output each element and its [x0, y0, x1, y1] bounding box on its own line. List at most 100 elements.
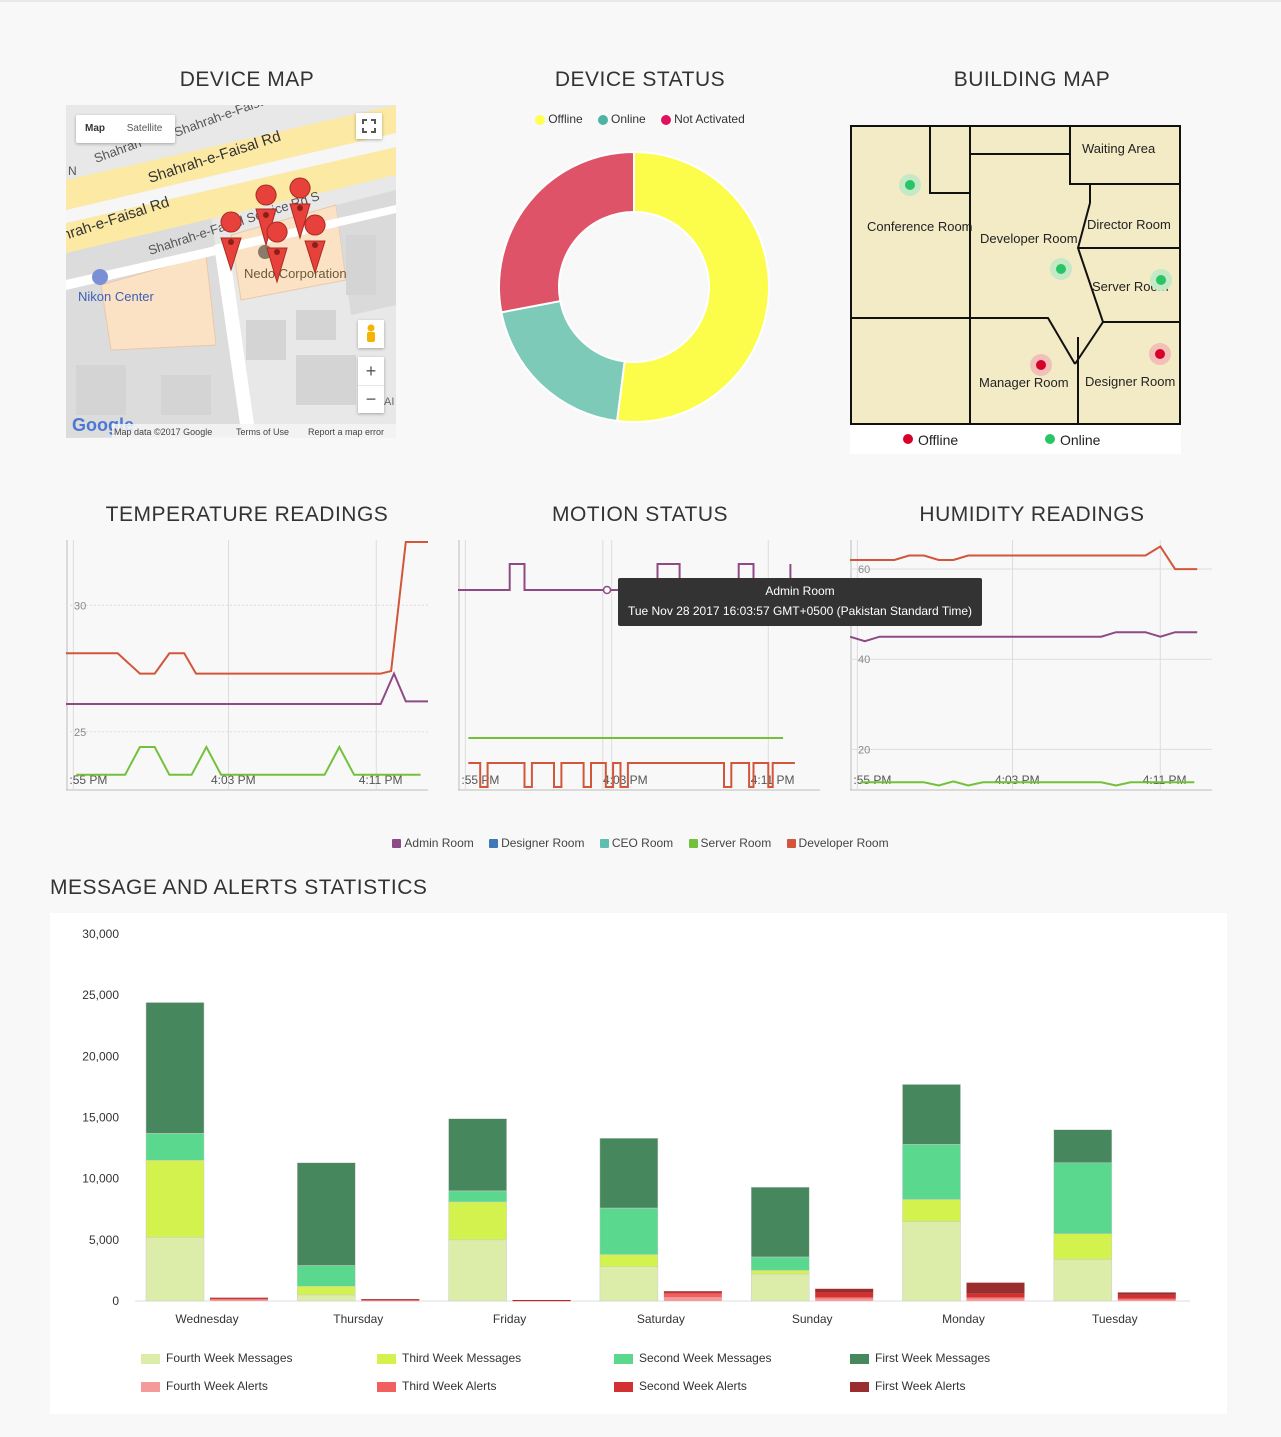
legend-second-week-alerts[interactable]: Second Week Alerts: [614, 1379, 747, 1393]
legend-server-room[interactable]: Server Room: [688, 836, 771, 850]
bar-segment-fourth-week-messages[interactable]: [448, 1239, 507, 1302]
map-marker-icon[interactable]: [304, 214, 326, 275]
bar-segment-fourth-week-alerts[interactable]: [361, 1300, 420, 1302]
legend-ceo-room[interactable]: CEO Room: [599, 836, 673, 850]
bar-segment-first-week-messages[interactable]: [145, 1002, 205, 1134]
bar-segment-second-week-messages[interactable]: [750, 1256, 810, 1271]
legend-admin-room[interactable]: Admin Room: [392, 836, 474, 850]
bar-segment-first-week-messages[interactable]: [1053, 1129, 1113, 1164]
legend-third-week-messages[interactable]: Third Week Messages: [377, 1351, 521, 1365]
bar-segment-fourth-week-alerts[interactable]: [210, 1299, 268, 1301]
bar-segment-fourth-week-alerts[interactable]: [663, 1297, 722, 1301]
series-line-server-room[interactable]: [76, 744, 421, 776]
bar-segment-third-week-alerts[interactable]: [210, 1298, 268, 1300]
legend-second-week-messages[interactable]: Second Week Messages: [614, 1351, 772, 1365]
bar-segment-second-week-messages[interactable]: [902, 1144, 961, 1200]
legend-not-activated[interactable]: Not Activated: [661, 112, 745, 126]
bar-segment-third-week-alerts[interactable]: [815, 1297, 874, 1299]
bar-segment-third-week-alerts[interactable]: [663, 1293, 722, 1298]
bar-segment-first-week-messages[interactable]: [599, 1138, 659, 1209]
bar-segment-second-week-messages[interactable]: [1053, 1162, 1113, 1234]
bar-segment-fourth-week-messages[interactable]: [297, 1294, 356, 1302]
device-map[interactable]: Shahrah Shahrah-e-Faisal Service Rd Shah…: [66, 105, 396, 438]
bar-segment-first-week-alerts[interactable]: [210, 1297, 268, 1299]
bar-segment-second-week-alerts[interactable]: [815, 1292, 874, 1298]
series-line-developer-room[interactable]: [66, 541, 428, 675]
map-canvas[interactable]: Shahrah Shahrah-e-Faisal Service Rd Shah…: [66, 105, 396, 438]
building-map: Conference Room Developer Room Waiting A…: [850, 125, 1181, 454]
legend-online[interactable]: Online: [598, 112, 646, 126]
terms-link[interactable]: Terms of Use: [236, 427, 289, 437]
bar-segment-third-week-messages[interactable]: [145, 1160, 205, 1238]
bar-segment-fourth-week-messages[interactable]: [902, 1221, 961, 1302]
online-sensor-icon[interactable]: [1050, 258, 1072, 280]
bar-segment-second-week-messages[interactable]: [145, 1133, 205, 1161]
bar-segment-third-week-alerts[interactable]: [966, 1297, 1025, 1299]
legend-offline[interactable]: Offline: [535, 112, 583, 126]
legend-first-week-messages[interactable]: First Week Messages: [850, 1351, 990, 1365]
legend-fourth-week-alerts[interactable]: Fourth Week Alerts: [141, 1379, 268, 1393]
bar-segment-second-week-alerts[interactable]: [1117, 1294, 1176, 1299]
map-type-toggle[interactable]: Map Satellite: [76, 115, 175, 143]
legend-designer-room[interactable]: Designer Room: [489, 836, 584, 850]
bar-segment-first-week-alerts[interactable]: [966, 1282, 1025, 1294]
map-marker-icon[interactable]: [255, 184, 277, 247]
bar-segment-fourth-week-messages[interactable]: [1053, 1259, 1113, 1302]
fullscreen-button[interactable]: [356, 113, 382, 139]
donut-slice-not-activated[interactable]: [498, 150, 635, 314]
map-marker-icon[interactable]: [220, 211, 242, 272]
street-view-button[interactable]: [358, 320, 384, 348]
bar-segment-first-week-messages[interactable]: [902, 1084, 961, 1145]
offline-sensor-icon[interactable]: [1149, 343, 1171, 365]
map-marker-icon[interactable]: [289, 177, 311, 240]
legend-third-week-alerts[interactable]: Third Week Alerts: [377, 1379, 496, 1393]
donut-slice-offline[interactable]: [615, 150, 770, 423]
x-tick-label: 4:11 PM: [1143, 773, 1187, 787]
bar-segment-third-week-messages[interactable]: [750, 1270, 810, 1275]
bar-segment-first-week-alerts[interactable]: [815, 1288, 874, 1293]
zoom-in-button[interactable]: +: [365, 361, 377, 381]
bar-segment-third-week-messages[interactable]: [448, 1201, 507, 1241]
series-line-developer-room[interactable]: [850, 545, 1198, 571]
bar-segment-fourth-week-messages[interactable]: [599, 1266, 659, 1302]
bar-segment-first-week-alerts[interactable]: [512, 1300, 571, 1301]
bar-segment-third-week-messages[interactable]: [297, 1286, 356, 1296]
report-error-link[interactable]: Report a map error: [308, 427, 384, 437]
series-line-admin-room[interactable]: [66, 671, 428, 705]
bar-segment-second-week-messages[interactable]: [297, 1265, 356, 1287]
satellite-tab[interactable]: Satellite: [126, 123, 163, 134]
bar-segment-second-week-messages[interactable]: [599, 1207, 659, 1255]
series-line-admin-room[interactable]: [850, 631, 1198, 643]
bar-segment-fourth-week-messages[interactable]: [750, 1273, 810, 1302]
zoom-out-button[interactable]: −: [358, 385, 384, 414]
bar-segment-second-week-messages[interactable]: [448, 1190, 507, 1203]
bar-segment-third-week-messages[interactable]: [599, 1254, 659, 1267]
online-sensor-icon[interactable]: [899, 174, 921, 196]
donut-slice-online[interactable]: [500, 299, 626, 423]
bar-segment-first-week-messages[interactable]: [750, 1186, 810, 1258]
map-tab[interactable]: Map: [85, 123, 105, 134]
legend-fourth-week-messages[interactable]: Fourth Week Messages: [141, 1351, 293, 1365]
bar-segment-first-week-messages[interactable]: [297, 1162, 356, 1266]
legend-first-week-alerts[interactable]: First Week Alerts: [850, 1379, 965, 1393]
bar-segment-third-week-messages[interactable]: [902, 1199, 961, 1222]
bar-segment-first-week-alerts[interactable]: [361, 1299, 420, 1300]
bar-segment-first-week-alerts[interactable]: [663, 1291, 722, 1293]
bar-segment-fourth-week-alerts[interactable]: [966, 1298, 1025, 1301]
bar-segment-fourth-week-alerts[interactable]: [815, 1298, 874, 1301]
offline-sensor-icon[interactable]: [1030, 354, 1052, 376]
zoom-controls[interactable]: + −: [358, 357, 384, 413]
bar-segment-second-week-alerts[interactable]: [966, 1293, 1025, 1298]
bar-segment-third-week-alerts[interactable]: [1117, 1298, 1176, 1300]
bar-segment-first-week-messages[interactable]: [448, 1118, 507, 1192]
series-line-server-room[interactable]: [860, 780, 1195, 787]
series-line-developer-room[interactable]: [468, 762, 795, 788]
bar-segment-fourth-week-alerts[interactable]: [1117, 1299, 1176, 1301]
map-marker-icon[interactable]: [266, 221, 288, 284]
bar-segment-fourth-week-messages[interactable]: [145, 1237, 205, 1302]
legend-developer-room[interactable]: Developer Room: [786, 836, 889, 850]
bar-segment-second-week-alerts[interactable]: [663, 1292, 722, 1294]
online-sensor-icon[interactable]: [1150, 269, 1172, 291]
bar-segment-third-week-messages[interactable]: [1053, 1233, 1113, 1260]
bar-segment-first-week-alerts[interactable]: [1117, 1292, 1176, 1295]
